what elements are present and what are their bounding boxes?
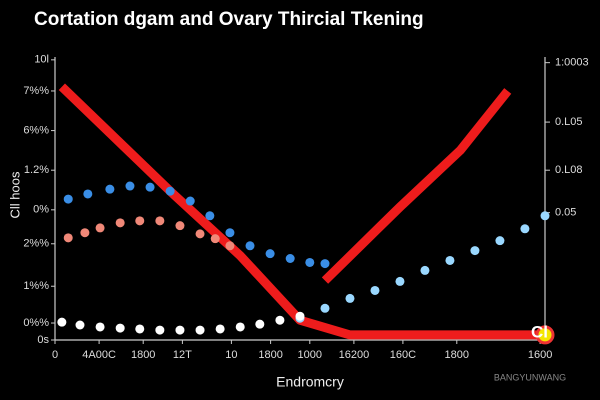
y-tick-label: 0% bbox=[33, 204, 49, 216]
series-dot bbox=[275, 315, 285, 325]
x-tick-label: 160C bbox=[390, 349, 416, 361]
x-tick-label: 1800 bbox=[445, 349, 469, 361]
series-dot bbox=[345, 293, 355, 303]
series-dot bbox=[75, 320, 85, 330]
y-tick-label: 7%% bbox=[23, 85, 49, 97]
series-dot bbox=[420, 265, 430, 275]
y-tick-label: 1%% bbox=[23, 280, 49, 292]
x-tick-label: 0 bbox=[52, 349, 58, 361]
y-tick-label: 0s bbox=[37, 334, 49, 346]
series-dot bbox=[255, 319, 265, 329]
legend-label: Cl bbox=[531, 322, 548, 341]
y-tick-label: 6%% bbox=[23, 124, 49, 136]
series-dot bbox=[395, 276, 405, 286]
x-tick-label: 16200 bbox=[339, 349, 370, 361]
series-dot bbox=[215, 324, 225, 334]
y-tick-label: 10l bbox=[34, 54, 49, 66]
x-tick-label: 1800 bbox=[131, 349, 155, 361]
x-axis-label: Endromcry bbox=[276, 374, 344, 390]
series-dot bbox=[235, 322, 245, 332]
series-dot bbox=[135, 324, 145, 334]
series-dot bbox=[175, 221, 185, 231]
watermark: BANGYUNWANG bbox=[494, 372, 566, 382]
series-dot bbox=[495, 236, 505, 246]
series-dot bbox=[115, 218, 125, 228]
series-dot bbox=[445, 255, 455, 265]
series-dot bbox=[320, 303, 330, 313]
series-dot bbox=[63, 233, 73, 243]
series-dot bbox=[370, 285, 380, 295]
end-marker bbox=[535, 325, 555, 345]
series-dot bbox=[57, 317, 67, 327]
series-dot bbox=[95, 223, 105, 233]
series-dot bbox=[285, 253, 295, 263]
series-dot bbox=[105, 184, 115, 194]
series-dot bbox=[83, 189, 93, 199]
y-tick-label: 1.2% bbox=[24, 164, 49, 176]
series-dot bbox=[295, 311, 305, 321]
y-tick-label: 0%% bbox=[23, 317, 49, 329]
series-line bbox=[58, 83, 545, 340]
series-line bbox=[321, 88, 512, 284]
series-dot bbox=[305, 257, 315, 267]
y-tick-label: 2%% bbox=[23, 238, 49, 250]
x-tick-label: 10 bbox=[225, 349, 237, 361]
x-tick-label: 1600 bbox=[528, 349, 552, 361]
series-dot bbox=[175, 325, 185, 335]
series-dot bbox=[245, 241, 255, 251]
y2-tick-label: 0.L05 bbox=[555, 116, 583, 128]
series-dot bbox=[145, 182, 155, 192]
y-axis-label: Cll hoos bbox=[7, 171, 22, 218]
series-dot bbox=[195, 229, 205, 239]
series-dot bbox=[520, 224, 530, 234]
y2-tick-label: 0.05 bbox=[555, 207, 576, 219]
series-dot bbox=[63, 194, 73, 204]
series-dot bbox=[135, 216, 145, 226]
series-dot bbox=[155, 216, 165, 226]
series-dot bbox=[265, 249, 275, 259]
series-dot bbox=[115, 323, 125, 333]
x-tick-label: 1000 bbox=[298, 349, 322, 361]
series-dot bbox=[470, 246, 480, 256]
series-dot bbox=[210, 234, 220, 244]
x-tick-label: 12T bbox=[173, 349, 192, 361]
y2-tick-label: 0.L08 bbox=[555, 164, 583, 176]
chart-title: Cortation dgam and Ovary Thircial Tkenin… bbox=[34, 9, 424, 30]
series-dot bbox=[540, 211, 550, 221]
series-dot bbox=[80, 228, 90, 238]
y2-tick-label: 1:0003 bbox=[555, 57, 589, 69]
series-dot bbox=[95, 322, 105, 332]
series-dot bbox=[165, 186, 175, 196]
series-dot bbox=[125, 181, 135, 191]
series-dot bbox=[155, 325, 165, 335]
series-dot bbox=[195, 325, 205, 335]
series-dot bbox=[320, 259, 330, 269]
series-dot bbox=[225, 228, 235, 238]
series-dot bbox=[205, 211, 215, 221]
x-tick-label: 1800 bbox=[258, 349, 282, 361]
series-dot bbox=[185, 196, 195, 206]
series-dot bbox=[225, 241, 235, 251]
x-tick-label: 4A00C bbox=[82, 349, 116, 361]
